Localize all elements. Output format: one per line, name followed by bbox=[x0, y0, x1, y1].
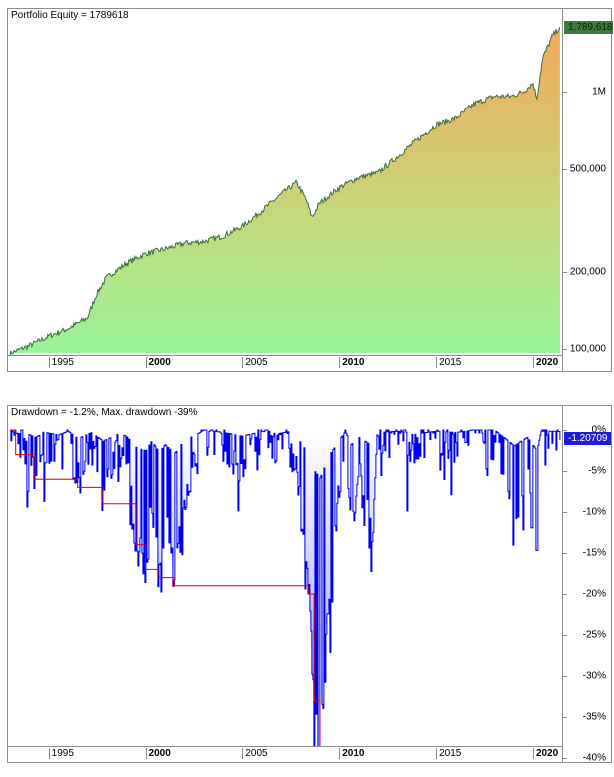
x-tick-2005: 2005 bbox=[242, 357, 268, 368]
equity-last-value-badge: 1,789,618 bbox=[564, 21, 613, 34]
y-tick-mark bbox=[563, 553, 567, 554]
y-tick--35%: -35% bbox=[582, 711, 606, 723]
y-tick--40%: -40% bbox=[582, 752, 606, 764]
y-tick--25%: -25% bbox=[582, 629, 606, 641]
y-tick--15%: -15% bbox=[582, 547, 606, 559]
drawdown-plot-area[interactable] bbox=[8, 406, 562, 746]
x-tick-2005: 2005 bbox=[242, 748, 268, 759]
y-tick-mark bbox=[563, 594, 567, 595]
equity-chart-panel: Portfolio Equity = 1789618 1M 500,000 200,… bbox=[7, 8, 613, 372]
y-tick-200,000: 200,000 bbox=[569, 266, 606, 278]
y-tick-mark bbox=[563, 169, 567, 171]
y-tick-mark bbox=[563, 512, 567, 513]
x-tick-2020: 2020 bbox=[532, 357, 558, 368]
y-tick--10%: -10% bbox=[582, 506, 606, 518]
y-tick--5%: -5% bbox=[588, 465, 606, 477]
y-tick-mark bbox=[563, 471, 567, 472]
y-tick-mark bbox=[563, 758, 567, 759]
x-tick-1995: 1995 bbox=[48, 748, 74, 759]
y-tick-mark bbox=[563, 717, 567, 718]
equity-x-axis: 1995 2000 2005 2010 2015 2020 bbox=[8, 355, 562, 371]
y-tick-mark bbox=[563, 430, 567, 431]
x-tick-2000: 2000 bbox=[145, 357, 171, 368]
x-tick-2015: 2015 bbox=[436, 357, 461, 368]
y-tick-0%: 0% bbox=[591, 424, 606, 436]
y-tick-mark bbox=[563, 92, 567, 93]
drawdown-last-value-badge: -1.20709 bbox=[564, 432, 611, 445]
y-tick-mark bbox=[563, 349, 567, 350]
y-tick-mark bbox=[563, 271, 567, 273]
y-tick--30%: -30% bbox=[582, 670, 606, 682]
equity-y-axis: 1M 500,000 200,000 100,000 bbox=[562, 9, 612, 371]
y-tick-500,000: 500,000 bbox=[569, 163, 606, 175]
y-tick--20%: -20% bbox=[582, 588, 606, 600]
x-tick-2010: 2010 bbox=[339, 357, 364, 368]
drawdown-curve-graphic bbox=[9, 429, 561, 746]
x-tick-2015: 2015 bbox=[436, 748, 461, 759]
equity-title: Portfolio Equity = 1789618 bbox=[11, 10, 129, 21]
y-tick-1M: 1M bbox=[592, 86, 606, 98]
y-tick-mark bbox=[563, 676, 567, 677]
y-tick-100,000: 100,000 bbox=[569, 343, 606, 355]
drawdown-chart-panel: Drawdown = -1.2%, Max. drawdown -39% 0% -… bbox=[7, 405, 612, 764]
x-tick-2020: 2020 bbox=[532, 748, 558, 759]
x-tick-1995: 1995 bbox=[48, 357, 74, 368]
equity-curve-graphic bbox=[9, 26, 561, 355]
y-tick-mark bbox=[563, 635, 567, 636]
x-tick-2000: 2000 bbox=[145, 748, 171, 759]
equity-plot-area[interactable] bbox=[8, 9, 562, 355]
drawdown-y-axis: 0% -5% -10% -15% -20% -25% -30% -35% -40% bbox=[562, 406, 612, 764]
drawdown-title: Drawdown = -1.2%, Max. drawdown -39% bbox=[11, 407, 198, 418]
drawdown-x-axis: 1995 2000 2005 2010 2015 2020 bbox=[8, 746, 562, 762]
x-tick-2010: 2010 bbox=[339, 748, 364, 759]
